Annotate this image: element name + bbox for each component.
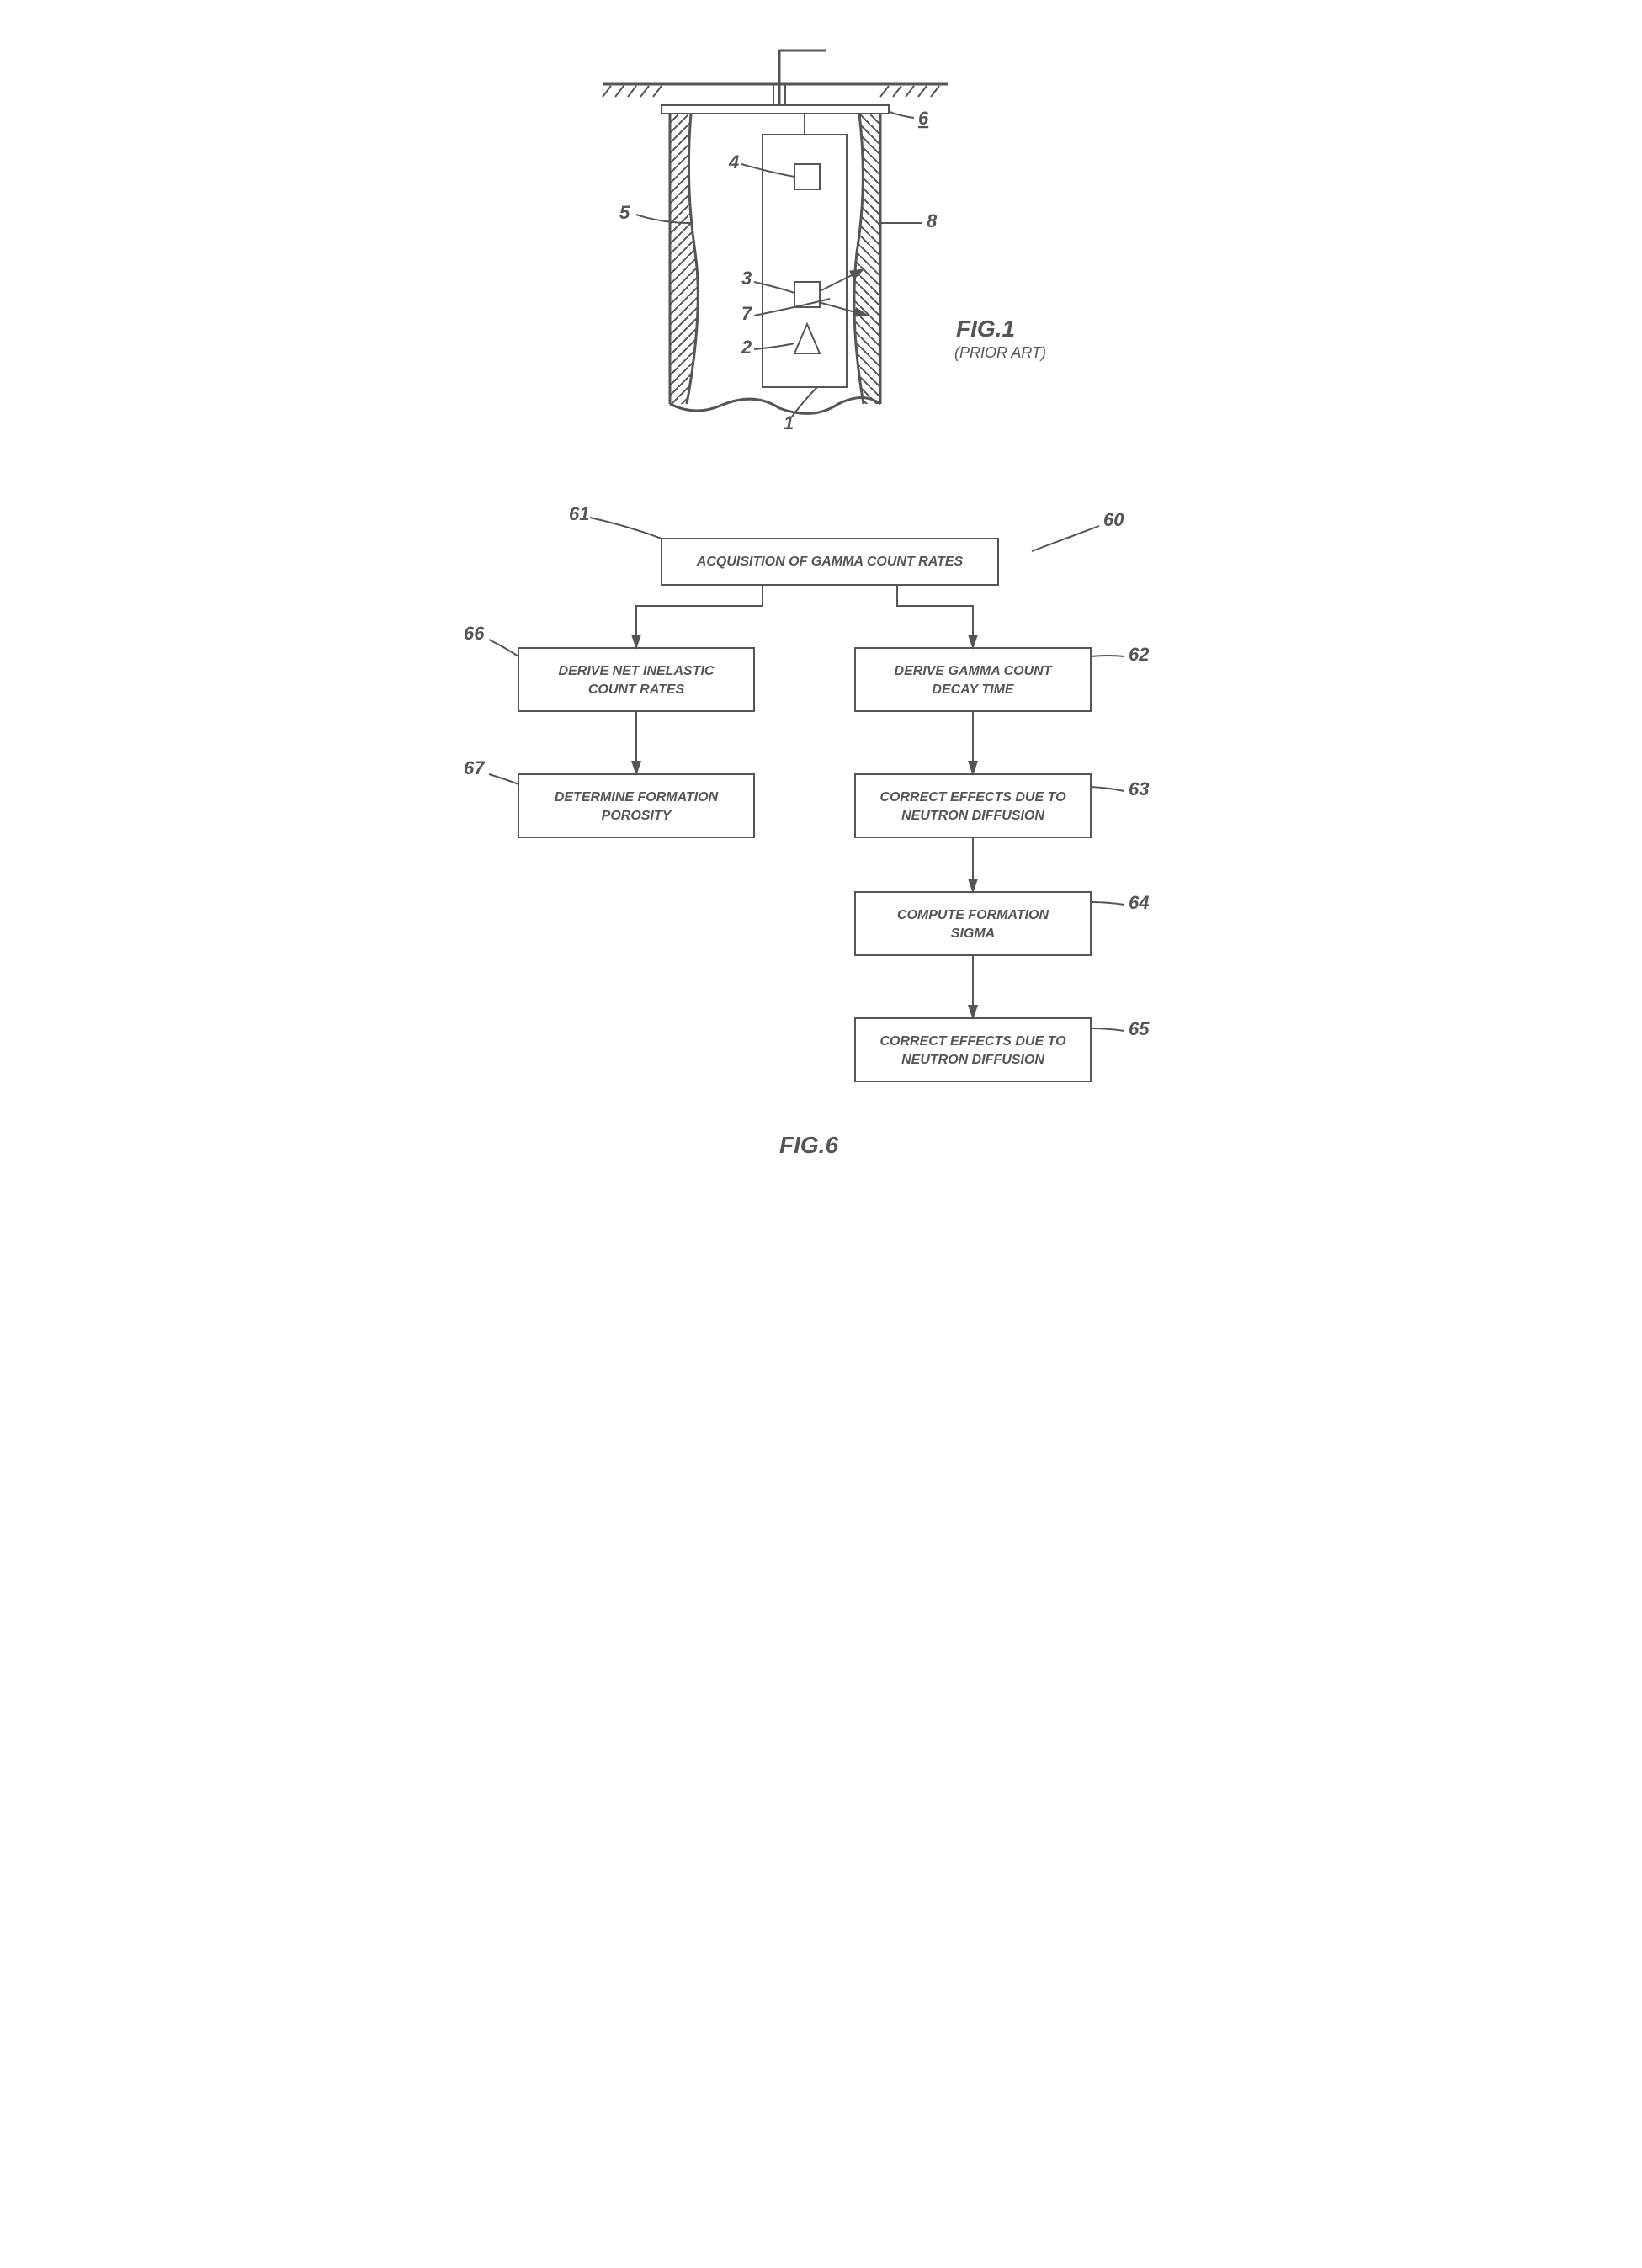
figure-1: 4 5 6 8 3 7 2 1 FIG.1 (PRIOR ART) bbox=[527, 34, 1116, 438]
fig1-label-1: 1 bbox=[784, 412, 794, 433]
fig6-label-67: 67 bbox=[464, 757, 486, 778]
fig6-label-64: 64 bbox=[1129, 892, 1149, 913]
fig1-label-8: 8 bbox=[927, 210, 938, 231]
box-64-l1: COMPUTE FORMATION bbox=[896, 908, 1049, 922]
box-62-l2: DECAY TIME bbox=[932, 683, 1015, 697]
box-62 bbox=[855, 648, 1091, 711]
fig6-title: FIG.6 bbox=[779, 1132, 838, 1158]
fig1-label-4: 4 bbox=[728, 151, 739, 173]
box-64-l2: SIGMA bbox=[950, 927, 994, 941]
fig1-label-3: 3 bbox=[741, 268, 752, 289]
fig6-label-65: 65 bbox=[1129, 1018, 1150, 1039]
fig6-label-60: 60 bbox=[1103, 509, 1124, 530]
fig6-label-63: 63 bbox=[1129, 778, 1149, 799]
fig1-subtitle: (PRIOR ART) bbox=[954, 344, 1046, 361]
fig1-title: FIG.1 bbox=[956, 316, 1015, 342]
box-67-l1: DETERMINE FORMATION bbox=[554, 790, 718, 805]
fig1-label-2: 2 bbox=[741, 337, 752, 358]
fig1-label-6: 6 bbox=[918, 108, 929, 129]
fig6-label-62: 62 bbox=[1129, 644, 1150, 665]
fig6-svg: ACQUISITION OF GAMMA COUNT RATES DERIVE … bbox=[443, 505, 1200, 1178]
box-65 bbox=[855, 1018, 1091, 1081]
box-66-l2: COUNT RATES bbox=[587, 683, 684, 697]
box-63 bbox=[855, 774, 1091, 837]
fig6-label-61: 61 bbox=[569, 505, 589, 524]
box-67-l2: POROSITY bbox=[601, 809, 672, 823]
box-65-l2: NEUTRON DIFFUSION bbox=[901, 1053, 1044, 1067]
box-66-l1: DERIVE NET INELASTIC bbox=[558, 664, 714, 678]
box-63-l2: NEUTRON DIFFUSION bbox=[901, 809, 1044, 823]
box-61-text: ACQUISITION OF GAMMA COUNT RATES bbox=[695, 555, 963, 569]
box-63-l1: CORRECT EFFECTS DUE TO bbox=[879, 790, 1066, 805]
box-64 bbox=[855, 892, 1091, 955]
fig1-label-5: 5 bbox=[619, 202, 630, 223]
figure-6: ACQUISITION OF GAMMA COUNT RATES DERIVE … bbox=[443, 505, 1200, 1178]
fig1-label-7: 7 bbox=[741, 303, 753, 324]
fig1-svg: 4 5 6 8 3 7 2 1 FIG.1 (PRIOR ART) bbox=[527, 34, 1116, 438]
box-65-l1: CORRECT EFFECTS DUE TO bbox=[879, 1034, 1066, 1049]
box-66 bbox=[518, 648, 754, 711]
box-62-l1: DERIVE GAMMA COUNT bbox=[894, 664, 1052, 678]
box-67 bbox=[518, 774, 754, 837]
fig6-label-66: 66 bbox=[464, 623, 485, 644]
